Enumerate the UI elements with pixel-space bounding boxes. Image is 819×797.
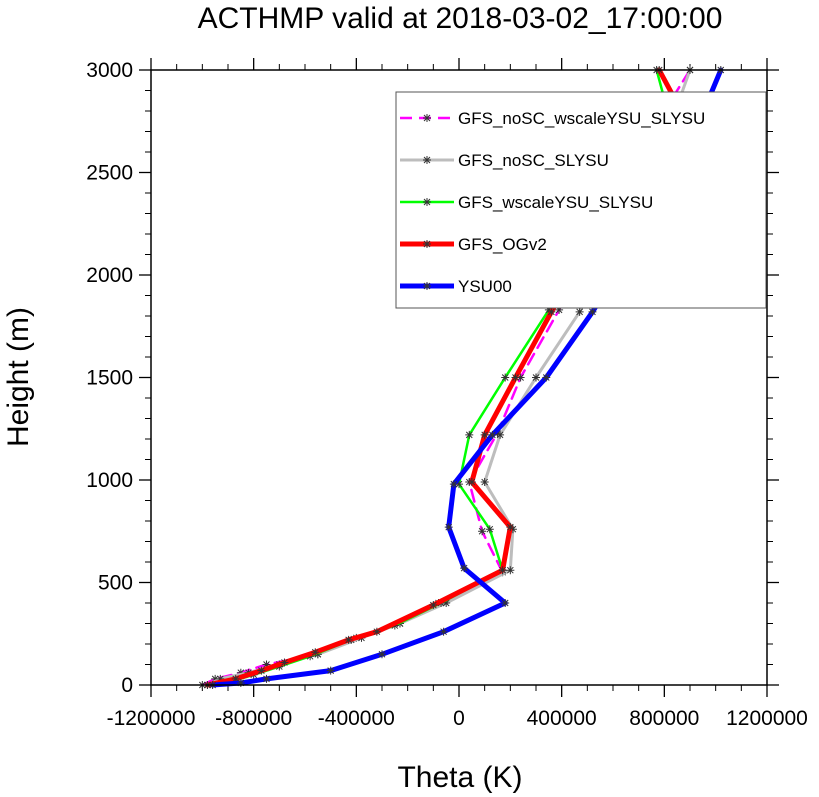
y-tick-label: 1000 [86,469,133,492]
series-point [478,527,487,536]
series-point [444,523,453,532]
legend-marker [423,114,431,122]
series-point [485,525,494,534]
series-point [344,635,353,644]
legend-label: YSU00 [458,277,512,296]
series-point [465,430,474,439]
tick-marks [139,58,779,697]
y-tick-label: 0 [121,674,133,697]
x-tick-label: 400000 [527,707,597,730]
tick-labels: -1200000 -800000 -400000 0 400000 800000 12000… [86,59,808,730]
series-point [511,373,520,382]
series-point [211,674,220,683]
y-axis-label: Height (m) [2,307,35,447]
series-point [480,478,489,487]
x-axis-label: Theta (K) [397,761,522,794]
series-point [488,430,497,439]
y-tick-label: 2500 [86,162,133,185]
series-point [449,480,458,489]
series-point [378,650,386,659]
series-point [506,566,515,575]
series-point [498,566,507,575]
legend-label: GFS_OGv2 [458,235,547,254]
x-tick-label: 800000 [629,707,699,730]
series-point [480,430,489,439]
series-point [326,666,335,675]
legend-marker [423,240,431,248]
series-point [588,307,597,316]
series-point [467,478,476,487]
series-point [516,373,525,382]
series-point [236,678,245,687]
legend-label: GFS_noSC_SLYSU [458,151,609,170]
series-point [506,523,515,532]
x-tick-label: 0 [453,707,465,730]
legend: GFS_noSC_wscaleYSU_SLYSU GFS_noSC_SLYSU GF… [395,91,767,309]
series-point [280,658,289,667]
series-point [501,373,510,382]
series-point [547,307,556,316]
series-point [542,373,551,382]
y-tick-label: 2000 [86,264,133,287]
chart-title: ACTHMP valid at 2018-03-02_17:00:00 [198,2,723,35]
x-tick-label: -800000 [215,707,292,730]
legend-box [395,91,767,309]
legend-label: GFS_wscaleYSU_SLYSU [458,193,653,212]
legend-label: GFS_noSC_wscaleYSU_SLYSU [458,109,705,128]
series-point [311,648,320,657]
x-tick-label: 1200000 [726,707,808,730]
series-point [442,599,451,607]
series-point [555,305,564,314]
series-point [501,599,510,607]
series-point [216,674,225,683]
legend-marker [423,282,431,290]
plot-frame [150,69,768,686]
series-point [372,627,381,636]
series-point [496,430,505,439]
series-point [455,480,463,489]
series-point [257,666,266,675]
legend-marker [423,156,431,164]
x-tick-label: -400000 [318,707,395,730]
y-tick-label: 500 [98,572,133,595]
legend-marker [423,198,431,206]
series-point [236,668,245,677]
series-point [231,674,240,683]
series-point [460,564,469,573]
series-point [429,601,438,610]
y-tick-label: 3000 [86,59,133,82]
y-tick-label: 1500 [86,367,133,390]
series-point [262,660,271,669]
series-point [439,627,448,636]
x-tick-label: -1200000 [107,707,196,730]
series-point [575,307,584,316]
series-point [532,373,540,382]
series-point [262,674,271,683]
